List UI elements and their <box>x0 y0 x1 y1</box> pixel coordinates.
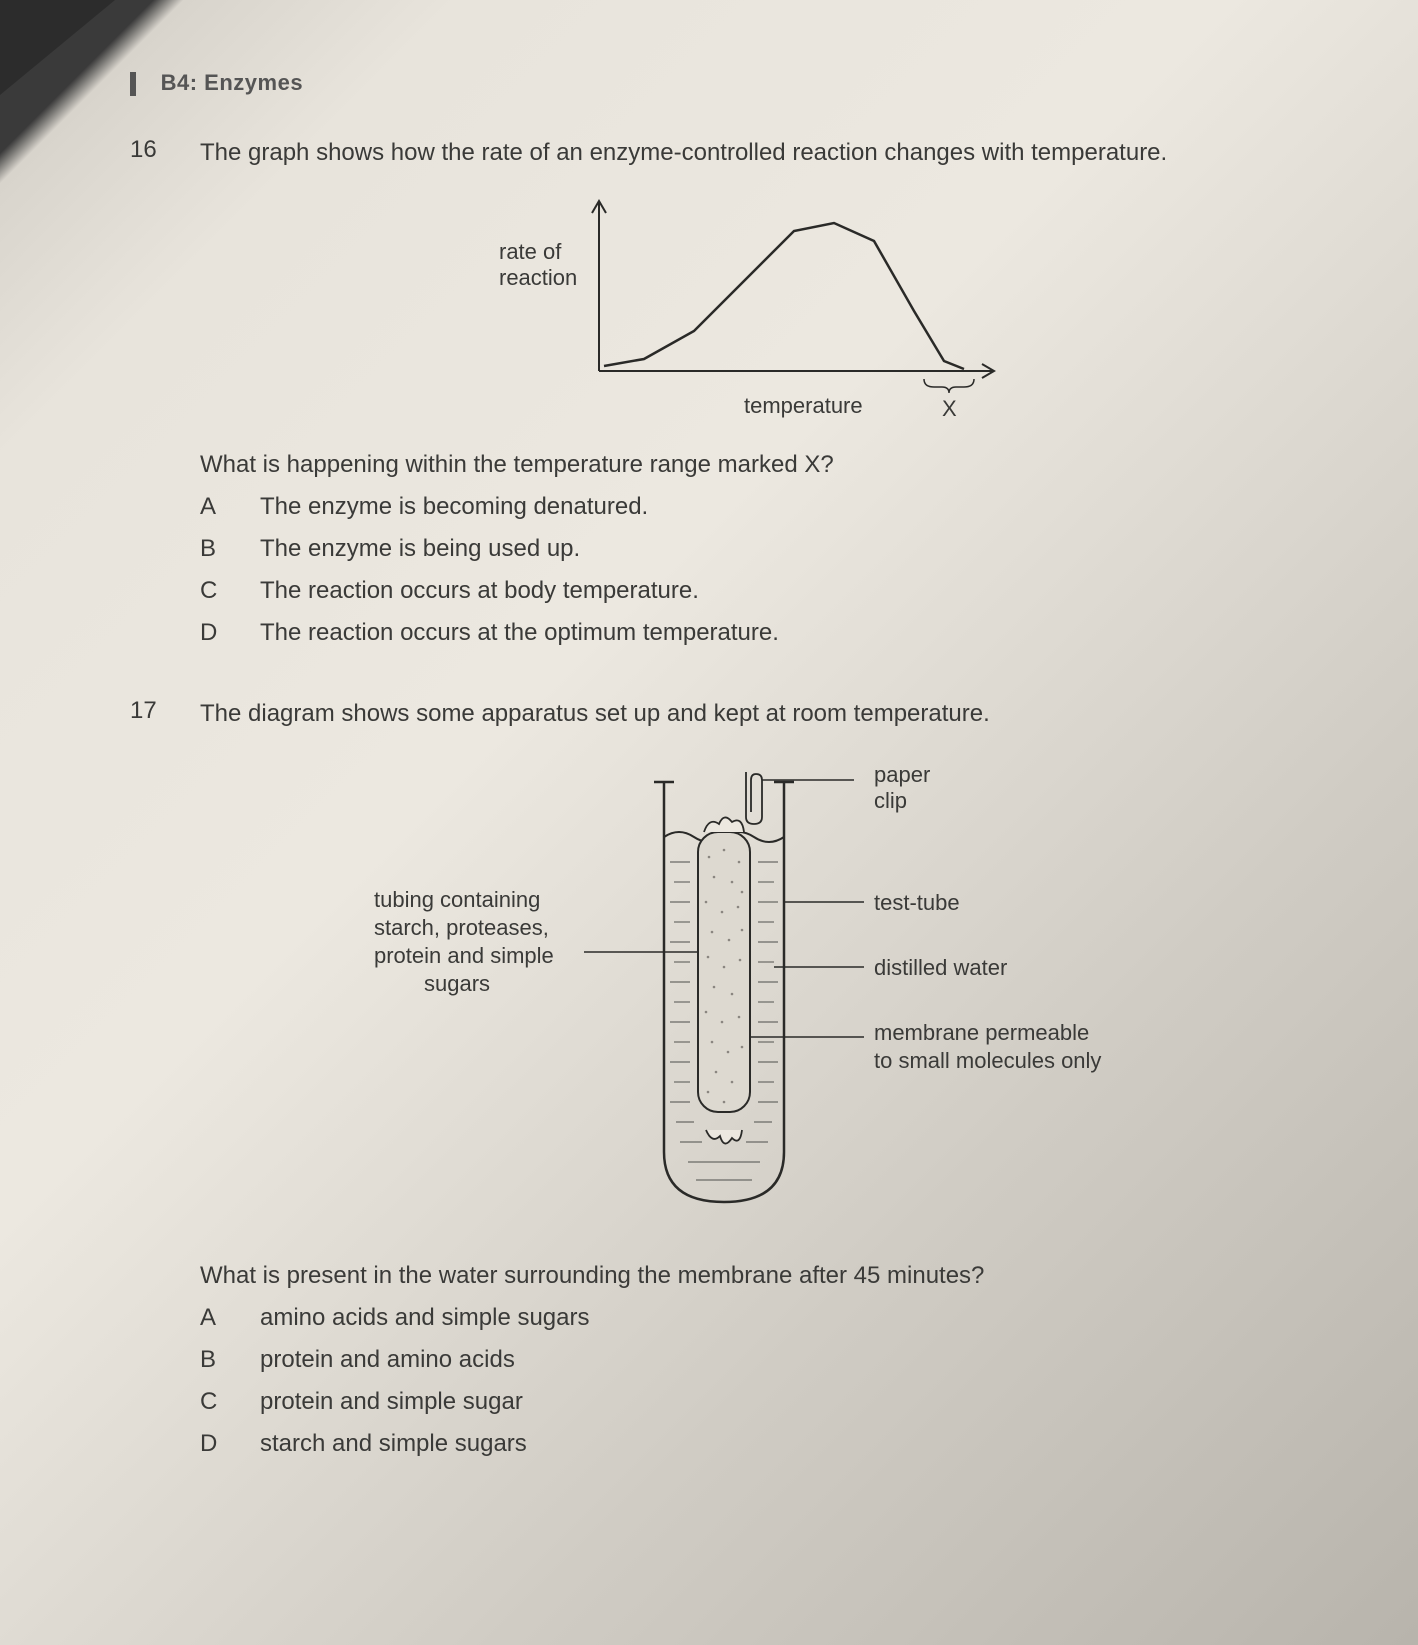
q16-row: 16 The graph shows how the rate of an en… <box>130 136 1338 171</box>
label-paperclip-1: paper <box>874 762 930 787</box>
label-tubing-3: protein and simple <box>374 943 554 968</box>
q16-prompt: The graph shows how the rate of an enzym… <box>200 136 1167 171</box>
header-text: B4: Enzymes <box>161 70 303 95</box>
opt-letter: C <box>200 577 226 605</box>
opt-text: protein and simple sugar <box>260 1388 523 1416</box>
q16-opt-C: C The reaction occurs at body temperature… <box>200 577 1338 605</box>
tubing-knot-top-icon <box>704 817 744 832</box>
paper-clip-icon <box>746 772 762 824</box>
q17-row: 17 The diagram shows some apparatus set … <box>130 697 1338 732</box>
opt-text: The enzyme is being used up. <box>260 535 580 563</box>
x-range-bracket-icon <box>924 379 974 393</box>
label-distilled: distilled water <box>874 955 1007 980</box>
q16-number: 16 <box>130 136 170 171</box>
q17-options: Aamino acids and simple sugars Bprotein … <box>200 1304 1338 1458</box>
opt-letter: B <box>200 535 226 563</box>
header-bar-icon <box>130 72 136 96</box>
opt-letter: A <box>200 1304 226 1332</box>
label-membrane-1: membrane permeable <box>874 1020 1089 1045</box>
page-container: B4: Enzymes 16 The graph shows how the r… <box>0 0 1418 1645</box>
q16-graph-wrap: rate of reaction temperature X <box>130 191 1338 421</box>
opt-letter: B <box>200 1346 226 1374</box>
opt-text: The reaction occurs at body temperature. <box>260 577 699 605</box>
label-tubing-2: starch, proteases, <box>374 915 549 940</box>
q17-opt-A: Aamino acids and simple sugars <box>200 1304 1338 1332</box>
opt-letter: D <box>200 619 226 647</box>
q17-number: 17 <box>130 697 170 732</box>
tubing-knot-bottom-icon <box>706 1130 742 1144</box>
q16-graph: rate of reaction temperature X <box>434 191 1034 421</box>
q16-opt-B: B The enzyme is being used up. <box>200 535 1338 563</box>
q17-diagram: paper clip test-tube distilled water mem… <box>284 752 1184 1232</box>
q17-prompt: The diagram shows some apparatus set up … <box>200 697 990 732</box>
q16-subq: What is happening within the temperature… <box>200 451 1338 479</box>
label-tubing-1: tubing containing <box>374 887 540 912</box>
opt-text: amino acids and simple sugars <box>260 1304 590 1332</box>
label-testtube: test-tube <box>874 890 960 915</box>
x-label: temperature <box>744 393 863 418</box>
q17-subq: What is present in the water surrounding… <box>200 1262 1338 1290</box>
q17-opt-B: Bprotein and amino acids <box>200 1346 1338 1374</box>
opt-letter: A <box>200 493 226 521</box>
y-label-2: reaction <box>499 265 577 290</box>
opt-text: protein and amino acids <box>260 1346 515 1374</box>
q17-opt-C: Cprotein and simple sugar <box>200 1388 1338 1416</box>
opt-letter: C <box>200 1388 226 1416</box>
label-tubing-4: sugars <box>424 971 490 996</box>
label-paperclip-2: clip <box>874 788 907 813</box>
rate-curve <box>604 223 964 369</box>
q17-diagram-wrap: paper clip test-tube distilled water mem… <box>130 752 1338 1232</box>
y-label-1: rate of <box>499 239 562 264</box>
q16-opt-D: D The reaction occurs at the optimum temp… <box>200 619 1338 647</box>
inner-tubing <box>698 832 750 1112</box>
opt-letter: D <box>200 1430 226 1458</box>
opt-text: The enzyme is becoming denatured. <box>260 493 648 521</box>
q16-opt-A: A The enzyme is becoming denatured. <box>200 493 1338 521</box>
opt-text: The reaction occurs at the optimum tempe… <box>260 619 779 647</box>
q17-opt-D: Dstarch and simple sugars <box>200 1430 1338 1458</box>
x-mark: X <box>942 396 957 421</box>
label-membrane-2: to small molecules only <box>874 1048 1101 1073</box>
opt-text: starch and simple sugars <box>260 1430 527 1458</box>
q16-options: A The enzyme is becoming denatured. B The … <box>200 493 1338 647</box>
section-header: B4: Enzymes <box>130 70 1338 96</box>
